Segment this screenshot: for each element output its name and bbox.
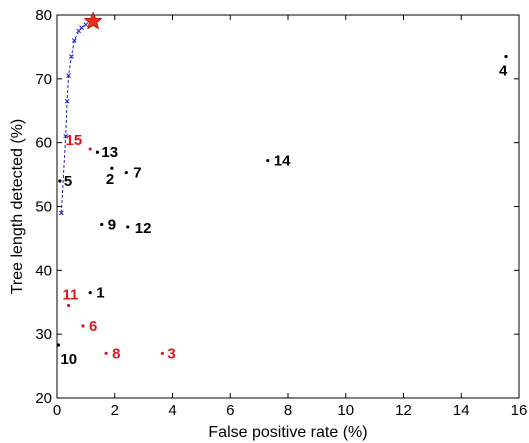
x-tick-label: 10: [337, 402, 354, 419]
point-label: 10: [60, 351, 77, 368]
point-label: 1: [96, 285, 104, 302]
point-marker: [124, 171, 128, 175]
point-marker: [81, 324, 85, 328]
point-label: 5: [64, 173, 72, 190]
curve-marker: [58, 210, 64, 216]
point-label: 3: [167, 345, 175, 362]
point-marker: [56, 343, 61, 347]
plot-frame: [56, 14, 520, 399]
point-label: 15: [66, 132, 83, 149]
y-tick-label: 80: [35, 7, 52, 24]
point-label: 6: [89, 318, 97, 335]
point-label: 12: [135, 220, 152, 237]
x-tick-label: 12: [395, 402, 412, 419]
point-label: 13: [101, 144, 118, 161]
y-tick-label: 70: [35, 71, 52, 88]
x-tick-label: 2: [111, 402, 119, 419]
point-marker: [126, 225, 130, 229]
curve-marker: [66, 73, 71, 78]
point-marker: [100, 222, 104, 226]
curve-marker: [79, 25, 84, 31]
point-label: 8: [112, 345, 120, 362]
point-marker: [58, 179, 62, 183]
curve-marker: [63, 133, 69, 139]
point-label: 7: [133, 165, 141, 182]
best-point-star: [83, 11, 103, 30]
point-label: 14: [274, 153, 291, 170]
point-marker: [66, 303, 71, 308]
point-label: 9: [108, 216, 116, 233]
point-marker: [88, 147, 92, 151]
x-tick-label: 6: [226, 402, 234, 419]
point-marker: [266, 158, 270, 163]
star-marker: [83, 11, 103, 30]
x-tick-label: 14: [453, 402, 470, 419]
x-axis-label: False positive rate (%): [208, 424, 367, 441]
y-tick-label: 50: [35, 199, 52, 216]
point-marker: [110, 166, 114, 170]
x-tick-label: 8: [284, 402, 292, 419]
point-label: 4: [499, 62, 508, 79]
point-label: 2: [106, 171, 114, 188]
point-marker: [104, 351, 108, 355]
point-marker: [160, 351, 164, 355]
point-marker: [88, 291, 92, 295]
y-tick-label: 20: [35, 390, 52, 407]
curve-marker: [71, 38, 77, 43]
point-marker: [504, 54, 508, 59]
y-tick-label: 60: [35, 135, 52, 152]
roc-curve: [58, 22, 89, 216]
curve-marker: [83, 22, 89, 27]
y-axis-label: Tree length detected (%): [9, 119, 26, 295]
x-tick-label: 16: [511, 402, 528, 419]
point-label: 11: [63, 286, 79, 303]
curve-marker: [69, 54, 74, 59]
point-marker: [95, 150, 100, 154]
x-tick-label: 4: [168, 402, 176, 419]
x-tick-label: 0: [53, 402, 61, 419]
y-tick-label: 40: [35, 262, 52, 279]
curve-marker: [64, 98, 70, 104]
y-tick-label: 30: [35, 326, 52, 343]
